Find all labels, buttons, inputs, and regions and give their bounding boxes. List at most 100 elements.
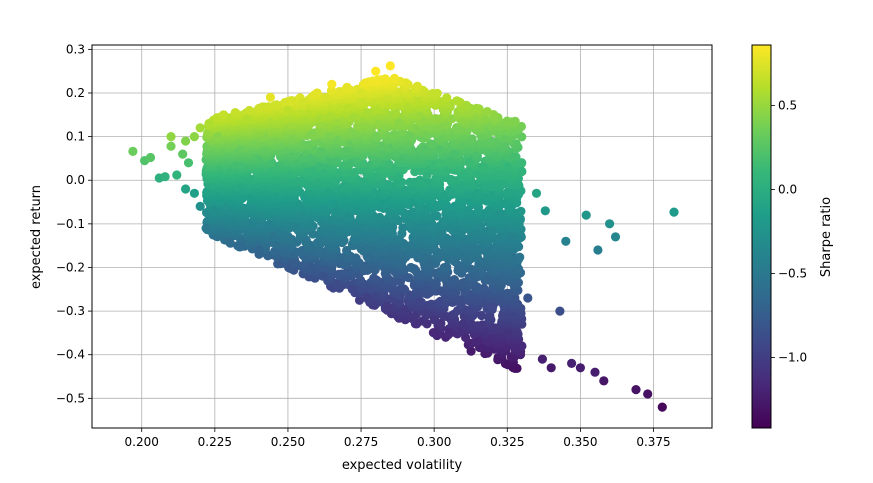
scatter-point (195, 123, 205, 133)
scatter-point (195, 201, 205, 211)
scatter-point (289, 258, 299, 268)
scatter-point (376, 75, 387, 85)
scatter-point (400, 306, 410, 316)
scatter-point (342, 245, 352, 256)
scatter-point (210, 206, 220, 216)
scatter-point (412, 81, 422, 91)
scatter-point (631, 385, 641, 395)
scatter-point (435, 145, 445, 155)
scatter-point (561, 236, 571, 246)
scatter-point (145, 152, 156, 163)
scatter-point (479, 162, 489, 172)
scatter-point (172, 170, 182, 180)
scatter-point (517, 341, 527, 351)
y-tick-label: 0.2 (66, 86, 85, 100)
scatter-point (575, 363, 586, 373)
scatter-point (244, 105, 254, 116)
x-axis-label: expected volatility (342, 458, 463, 473)
scatter-point (166, 132, 176, 142)
scatter-point (128, 146, 138, 156)
scatter-point (461, 332, 471, 343)
scatter-point (306, 262, 316, 273)
scatter-point (590, 367, 600, 377)
scatter-point (308, 229, 318, 239)
scatter-point (230, 108, 240, 118)
scatter-point (502, 162, 512, 172)
scatter-point (555, 306, 565, 316)
colorbar-tick-label: −0.5 (778, 266, 807, 280)
y-tick-label: 0.1 (66, 130, 85, 144)
scatter-point (213, 132, 223, 142)
y-axis-ticks: −0.5 −0.4 −0.3 −0.2 −0.1 0.0 0.1 0.2 0.3 (56, 42, 92, 405)
y-tick-label: −0.5 (56, 391, 85, 405)
scatter-point (371, 66, 381, 76)
y-tick-label: −0.3 (56, 304, 85, 318)
x-axis-ticks: 0.200 0.225 0.250 0.275 0.300 0.325 0.350 0.375 (125, 428, 671, 449)
scatter-point (265, 92, 275, 102)
scatter-point (385, 61, 395, 71)
scatter-point (493, 210, 504, 220)
scatter-point (283, 105, 293, 115)
scatter-point (464, 158, 474, 168)
scatter-point (450, 149, 460, 159)
y-tick-label: −0.2 (56, 260, 85, 274)
x-tick-label: 0.200 (125, 435, 159, 449)
scatter-point (540, 206, 550, 216)
x-tick-label: 0.250 (271, 435, 305, 449)
scatter-point (516, 206, 526, 216)
scatter-point (472, 103, 482, 113)
scatter-point (488, 302, 498, 312)
scatter-point (599, 376, 609, 386)
scatter-point (449, 275, 459, 285)
scatter-point (183, 158, 194, 168)
colorbar-tick-label: −1.0 (778, 350, 807, 364)
scatter-point (531, 188, 542, 198)
scatter-point (399, 284, 409, 294)
scatter-point (428, 328, 438, 338)
scatter-point (643, 389, 653, 399)
scatter-point (429, 315, 439, 325)
scatter-point (414, 297, 425, 307)
scatter-point (369, 273, 379, 283)
scatter-point (347, 284, 357, 294)
y-tick-label: 0.0 (66, 173, 85, 187)
scatter-point (444, 328, 454, 338)
scatter-point (458, 319, 468, 329)
scatter-point (219, 110, 229, 120)
scatter-point (669, 207, 679, 217)
scatter-points (128, 61, 679, 412)
scatter-point (610, 232, 621, 242)
scatter-point (254, 245, 264, 255)
scatter-point (224, 237, 235, 247)
scatter-point (593, 245, 603, 255)
x-tick-label: 0.300 (417, 435, 451, 449)
x-tick-label: 0.275 (344, 435, 378, 449)
y-tick-label: −0.4 (56, 348, 85, 362)
scatter-point (502, 116, 512, 126)
scatter-point (473, 188, 483, 198)
scatter-point (406, 262, 416, 273)
scatter-point (268, 232, 278, 242)
y-tick-label: 0.3 (66, 42, 85, 56)
colorbar-tick-label: 0.0 (778, 182, 797, 196)
scatter-point (160, 172, 170, 182)
scatter-point (389, 73, 400, 83)
x-tick-label: 0.225 (198, 435, 232, 449)
colorbar-ticks: −1.0 −0.5 0.0 0.5 (771, 98, 807, 364)
scatter-point (166, 141, 176, 151)
scatter-point (354, 295, 365, 305)
scatter-point (442, 262, 452, 272)
scatter-point (605, 219, 615, 229)
scatter-point (546, 363, 556, 373)
scatter-point (515, 252, 525, 262)
scatter-point (362, 293, 372, 303)
scatter-point (394, 118, 404, 129)
scatter-point (508, 232, 518, 242)
colorbar-label: Sharpe ratio (819, 197, 834, 277)
scatter-point (523, 293, 533, 303)
scatter-point (312, 88, 322, 98)
scatter-point (436, 286, 446, 296)
scatter-point (178, 149, 188, 159)
y-axis-label: expected return (29, 185, 44, 289)
